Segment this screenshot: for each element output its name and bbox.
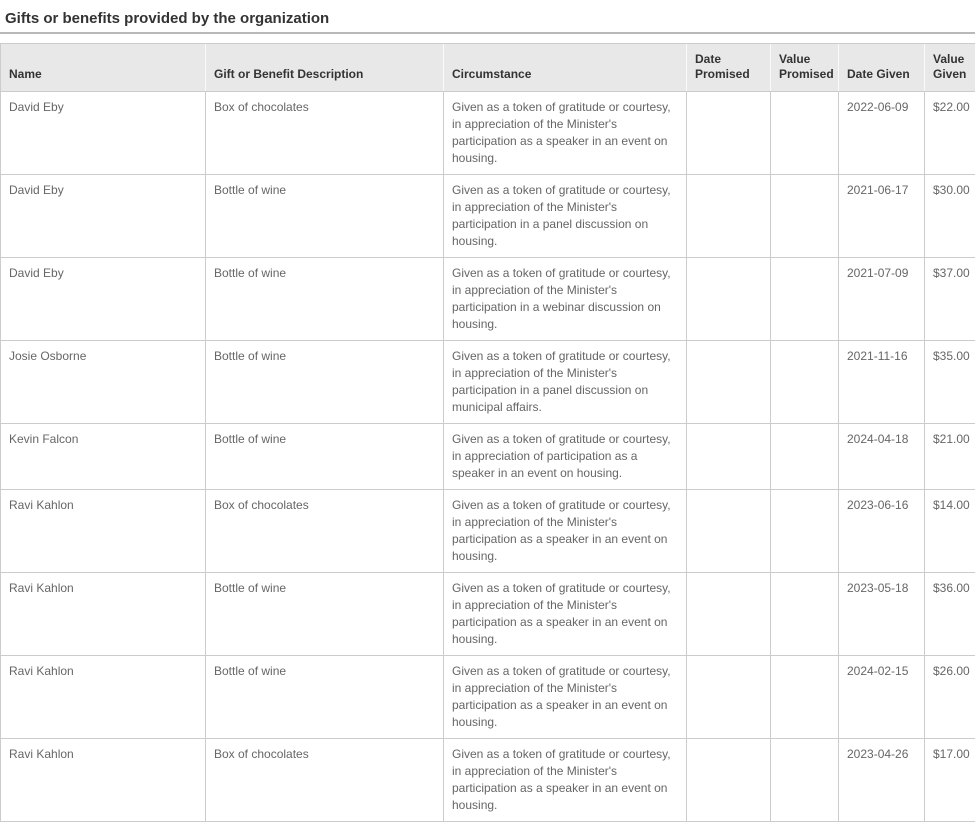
cell-value-given: $36.00 <box>925 573 975 656</box>
cell-value-given: $37.00 <box>925 258 975 341</box>
cell-name: Ravi Kahlon <box>1 490 206 573</box>
table-row: David Eby Bottle of wine Given as a toke… <box>1 258 975 341</box>
table-row: Ravi Kahlon Box of chocolates Given as a… <box>1 490 975 573</box>
column-header-gift-description: Gift or Benefit Description <box>206 44 444 92</box>
cell-gift-description: Bottle of wine <box>206 175 444 258</box>
cell-value-promised <box>771 490 839 573</box>
table-row: Kevin Falcon Bottle of wine Given as a t… <box>1 424 975 490</box>
cell-gift-description: Bottle of wine <box>206 258 444 341</box>
cell-value-given: $22.00 <box>925 92 975 175</box>
cell-date-given: 2021-06-17 <box>839 175 925 258</box>
page: Gifts or benefits provided by the organi… <box>0 9 975 822</box>
cell-name: Kevin Falcon <box>1 424 206 490</box>
cell-name: Ravi Kahlon <box>1 656 206 739</box>
cell-date-promised <box>687 573 771 656</box>
cell-gift-description: Box of chocolates <box>206 739 444 822</box>
cell-date-promised <box>687 258 771 341</box>
cell-date-given: 2021-11-16 <box>839 341 925 424</box>
cell-date-given: 2021-07-09 <box>839 258 925 341</box>
cell-name: Josie Osborne <box>1 341 206 424</box>
cell-value-promised <box>771 424 839 490</box>
cell-value-promised <box>771 656 839 739</box>
cell-name: Ravi Kahlon <box>1 739 206 822</box>
cell-circumstance: Given as a token of gratitude or courtes… <box>444 341 687 424</box>
table-row: David Eby Bottle of wine Given as a toke… <box>1 175 975 258</box>
cell-date-given: 2024-04-18 <box>839 424 925 490</box>
cell-date-promised <box>687 424 771 490</box>
cell-circumstance: Given as a token of gratitude or courtes… <box>444 656 687 739</box>
cell-date-promised <box>687 175 771 258</box>
cell-value-promised <box>771 92 839 175</box>
cell-value-given: $35.00 <box>925 341 975 424</box>
cell-value-promised <box>771 175 839 258</box>
cell-gift-description: Bottle of wine <box>206 656 444 739</box>
cell-value-given: $17.00 <box>925 739 975 822</box>
cell-value-promised <box>771 573 839 656</box>
cell-name: David Eby <box>1 92 206 175</box>
column-header-date-promised: Date Promised <box>687 44 771 92</box>
header-row: Name Gift or Benefit Description Circums… <box>1 44 975 92</box>
column-header-circumstance: Circumstance <box>444 44 687 92</box>
page-title: Gifts or benefits provided by the organi… <box>5 9 975 28</box>
cell-circumstance: Given as a token of gratitude or courtes… <box>444 490 687 573</box>
cell-gift-description: Bottle of wine <box>206 341 444 424</box>
cell-date-given: 2023-06-16 <box>839 490 925 573</box>
cell-circumstance: Given as a token of gratitude or courtes… <box>444 175 687 258</box>
table-row: Ravi Kahlon Bottle of wine Given as a to… <box>1 656 975 739</box>
column-header-value-promised: Value Promised <box>771 44 839 92</box>
cell-value-given: $30.00 <box>925 175 975 258</box>
cell-name: David Eby <box>1 175 206 258</box>
cell-circumstance: Given as a token of gratitude or courtes… <box>444 573 687 656</box>
cell-date-promised <box>687 92 771 175</box>
cell-gift-description: Box of chocolates <box>206 92 444 175</box>
table-row: Ravi Kahlon Box of chocolates Given as a… <box>1 739 975 822</box>
cell-circumstance: Given as a token of gratitude or courtes… <box>444 424 687 490</box>
table-row: Ravi Kahlon Bottle of wine Given as a to… <box>1 573 975 656</box>
cell-circumstance: Given as a token of gratitude or courtes… <box>444 92 687 175</box>
cell-value-promised <box>771 739 839 822</box>
cell-circumstance: Given as a token of gratitude or courtes… <box>444 739 687 822</box>
cell-date-given: 2024-02-15 <box>839 656 925 739</box>
cell-value-given: $14.00 <box>925 490 975 573</box>
cell-value-given: $21.00 <box>925 424 975 490</box>
cell-value-promised <box>771 341 839 424</box>
column-header-date-given: Date Given <box>839 44 925 92</box>
table-row: David Eby Box of chocolates Given as a t… <box>1 92 975 175</box>
column-header-value-given: Value Given <box>925 44 975 92</box>
gifts-table: Name Gift or Benefit Description Circums… <box>0 43 975 822</box>
cell-gift-description: Bottle of wine <box>206 424 444 490</box>
table-row: Josie Osborne Bottle of wine Given as a … <box>1 341 975 424</box>
cell-gift-description: Bottle of wine <box>206 573 444 656</box>
cell-date-promised <box>687 490 771 573</box>
cell-name: David Eby <box>1 258 206 341</box>
cell-name: Ravi Kahlon <box>1 573 206 656</box>
title-rule <box>0 32 975 34</box>
cell-circumstance: Given as a token of gratitude or courtes… <box>444 258 687 341</box>
cell-value-given: $26.00 <box>925 656 975 739</box>
cell-gift-description: Box of chocolates <box>206 490 444 573</box>
table-body: David Eby Box of chocolates Given as a t… <box>1 92 975 822</box>
cell-date-promised <box>687 739 771 822</box>
cell-date-given: 2022-06-09 <box>839 92 925 175</box>
cell-date-promised <box>687 656 771 739</box>
cell-value-promised <box>771 258 839 341</box>
cell-date-given: 2023-04-26 <box>839 739 925 822</box>
cell-date-promised <box>687 341 771 424</box>
column-header-name: Name <box>1 44 206 92</box>
table-header: Name Gift or Benefit Description Circums… <box>1 44 975 92</box>
cell-date-given: 2023-05-18 <box>839 573 925 656</box>
